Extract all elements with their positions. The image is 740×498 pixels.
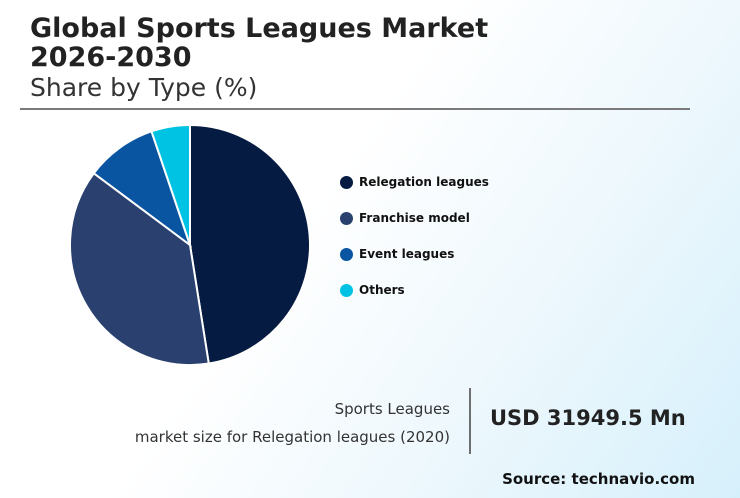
- legend-item-event-leagues: Event leagues: [340, 246, 489, 262]
- legend-item-others: Others: [340, 282, 489, 298]
- legend-label: Relegation leagues: [359, 175, 489, 189]
- legend-swatch: [340, 247, 353, 261]
- legend: Relegation leagues Franchise model Event…: [340, 174, 489, 318]
- pie-slice-others: [150, 123, 191, 246]
- pie-slice-relegation-leagues: [189, 123, 312, 365]
- legend-label: Franchise model: [359, 211, 470, 225]
- market-size-label-line1: Sports Leagues: [334, 400, 450, 418]
- chart-subtitle: Share by Type (%): [30, 73, 258, 102]
- legend-label: Event leagues: [359, 247, 455, 261]
- legend-swatch: [340, 175, 353, 189]
- pie-slice-franchise-model: [69, 171, 210, 366]
- legend-item-relegation-leagues: Relegation leagues: [340, 174, 489, 190]
- legend-swatch: [340, 283, 353, 297]
- market-size-label-line2: market size for Relegation leagues (2020…: [134, 428, 450, 446]
- chart-title: Global Sports Leagues Market 2026-2030: [30, 14, 488, 72]
- title-divider: [20, 108, 690, 110]
- chart-title-line1: Global Sports Leagues Market: [30, 13, 489, 44]
- pie-chart: [69, 123, 312, 366]
- market-size-value: USD 31949.5 Mn: [490, 406, 686, 430]
- legend-swatch: [340, 211, 353, 225]
- source-credit: Source: technavio.com: [502, 470, 695, 488]
- chart-title-line2: 2026-2030: [30, 42, 192, 73]
- market-size-divider: [469, 388, 471, 454]
- legend-item-franchise-model: Franchise model: [340, 210, 489, 226]
- legend-label: Others: [359, 283, 405, 297]
